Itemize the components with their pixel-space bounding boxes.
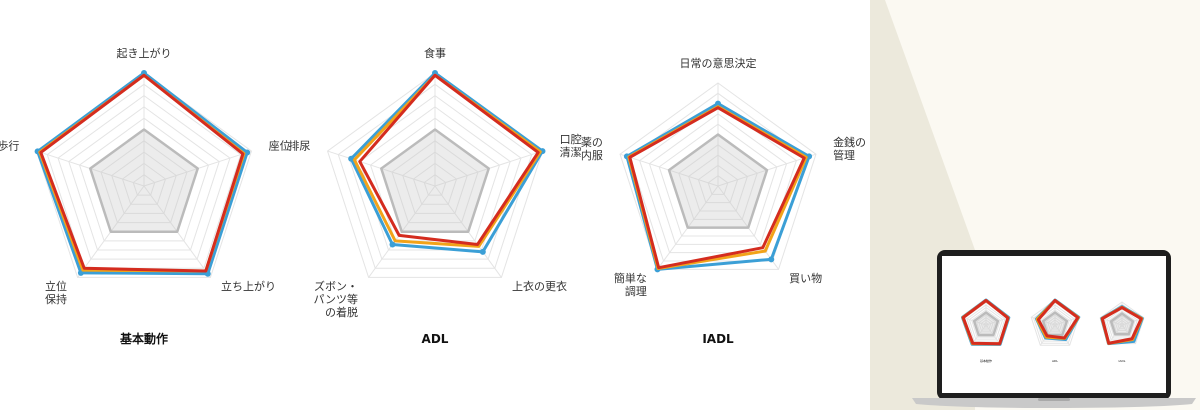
grid-ring [1117,319,1127,330]
grid-ring [639,102,797,254]
axis-label: 歩行 [0,139,19,153]
series-line-3 [1109,312,1135,336]
grid-ring [121,162,167,205]
series-line-2 [358,73,540,247]
series-line-2 [1036,299,1080,340]
axis-label: 食事 [424,46,446,60]
grid-ring [402,151,468,214]
series-point [141,70,147,76]
grid-ring [978,316,994,332]
axis-label: 口腔清潔 [560,132,582,159]
grid-ring [1106,308,1138,339]
grid-ring [707,175,729,195]
series-line-3 [972,311,1000,337]
grid-ring [975,314,997,334]
chart-title: IADL [702,332,734,346]
series-point [715,100,721,107]
grid-ring [1114,317,1130,332]
grid-ring [412,162,458,205]
mini-chart-title: IADL [1119,359,1126,363]
grid-ring [971,309,1001,338]
axis-label: 起き上がり [117,46,172,60]
axis-label: 上衣の更衣 [512,279,567,293]
grid-ring [678,144,758,220]
grid-ring [111,151,177,214]
chart-panel [0,0,871,410]
grid-ring [688,154,748,212]
axis-label: 買い物 [789,271,822,285]
series-line-2 [628,106,806,270]
axis-label: 金銭の管理 [833,135,866,162]
series-line-3 [667,133,769,229]
series-line-2 [39,73,245,273]
series-line-0 [36,71,249,276]
grid-ring [337,83,533,269]
grid-ring [423,174,447,196]
grid-ring [966,304,1006,342]
axis-label: 立ち上がり [221,279,276,293]
grid-ring [648,113,788,245]
grid-ring [1108,310,1136,337]
series-point [244,149,251,156]
grid-ring [1112,315,1132,333]
grid-ring [1047,316,1063,332]
series-point [768,256,775,263]
series-point [389,241,396,248]
series-line-2 [1100,306,1143,345]
laptop-notch [1038,398,1070,401]
mini-chart-title: 基本動作 [980,358,992,363]
series-line-0 [349,71,544,254]
series-point [348,155,355,162]
chart-title: 基本動作 [119,331,168,346]
series-line-2 [961,299,1010,346]
axis-label: 排尿 [288,139,310,153]
grid-ring [391,140,479,224]
radar-chart-mini-2 [1099,301,1145,346]
grid-ring [619,82,817,270]
grid-ring [100,140,188,224]
axis-label: ズボン・パンツ等の着脱 [313,279,358,319]
grid-ring [968,306,1004,340]
grid-ring [658,123,778,237]
series-line-3 [89,128,199,233]
series-point [479,248,486,255]
grid-ring [359,106,511,251]
grid-ring [697,164,739,204]
mini-chart-title: ADL [1052,359,1058,363]
series-point [806,153,813,160]
grid-ring [78,117,210,242]
series-line-3 [380,128,490,233]
axis-label: 座位 [269,139,291,153]
axis-label: 薬の内服 [581,136,603,162]
radar-chart-mini-0 [960,298,1011,346]
grid-ring [68,106,220,251]
series-line-0 [625,102,811,271]
grid-ring [980,319,992,330]
radar-chart-mini-1 [1030,298,1081,346]
grid-ring [1049,319,1061,330]
axis-label: 簡単な調理 [614,271,647,298]
series-line-1 [352,73,542,248]
axis-label: 立位保持 [45,279,67,306]
axis-label: 日常の意思決定 [680,56,757,70]
series-line-3 [1041,311,1069,337]
grid-ring [1044,314,1066,334]
chart-title: ADL [422,332,449,346]
laptop-base [912,398,1196,408]
grid-ring [132,174,156,196]
grid-ring [57,94,231,260]
